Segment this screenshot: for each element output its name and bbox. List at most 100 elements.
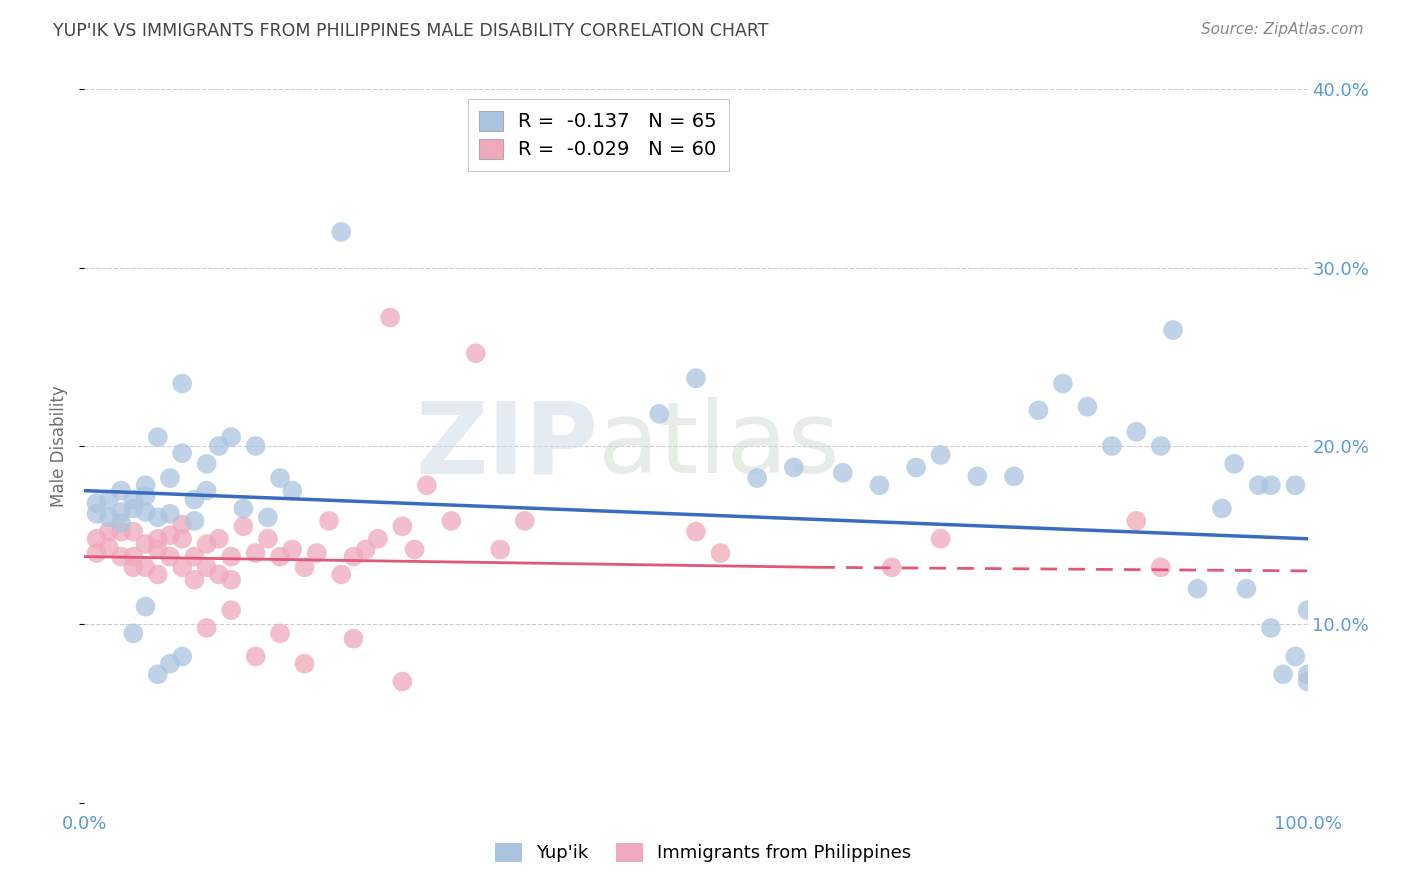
Point xyxy=(391,519,413,533)
Point xyxy=(1002,469,1025,483)
Point xyxy=(294,560,316,574)
Point xyxy=(281,483,304,498)
Point xyxy=(135,505,157,519)
Point xyxy=(880,560,903,574)
Point xyxy=(1296,667,1319,681)
Point xyxy=(159,507,181,521)
Point xyxy=(172,376,194,391)
Point xyxy=(122,560,145,574)
Point xyxy=(86,496,108,510)
Point xyxy=(146,430,169,444)
Point xyxy=(1211,501,1233,516)
Point xyxy=(219,430,242,444)
Point xyxy=(416,478,439,492)
Point xyxy=(1150,560,1173,574)
Text: atlas: atlas xyxy=(598,398,839,494)
Point xyxy=(709,546,731,560)
Point xyxy=(110,524,132,539)
Point xyxy=(122,501,145,516)
Point xyxy=(86,507,108,521)
Point xyxy=(1284,478,1306,492)
Point xyxy=(146,532,169,546)
Point xyxy=(135,478,157,492)
Point xyxy=(281,542,304,557)
Point xyxy=(122,549,145,564)
Point xyxy=(195,621,218,635)
Point xyxy=(135,537,157,551)
Point xyxy=(208,439,231,453)
Point xyxy=(172,446,194,460)
Point xyxy=(330,567,353,582)
Point xyxy=(257,532,280,546)
Point xyxy=(1247,478,1270,492)
Point xyxy=(354,542,377,557)
Point xyxy=(86,532,108,546)
Point xyxy=(391,674,413,689)
Point xyxy=(172,532,194,546)
Point xyxy=(342,549,364,564)
Point xyxy=(159,528,181,542)
Point xyxy=(122,492,145,507)
Point xyxy=(257,510,280,524)
Point xyxy=(195,560,218,574)
Point xyxy=(97,541,120,555)
Point xyxy=(648,407,671,421)
Point xyxy=(685,524,707,539)
Point xyxy=(245,439,267,453)
Point xyxy=(1296,674,1319,689)
Point xyxy=(380,310,402,325)
Point xyxy=(1187,582,1209,596)
Point xyxy=(146,567,169,582)
Point xyxy=(146,510,169,524)
Point xyxy=(146,542,169,557)
Point xyxy=(685,371,707,385)
Point xyxy=(1260,478,1282,492)
Point xyxy=(195,457,218,471)
Point xyxy=(367,532,389,546)
Point xyxy=(172,517,194,532)
Point xyxy=(208,567,231,582)
Point xyxy=(232,501,254,516)
Point xyxy=(110,483,132,498)
Point xyxy=(404,542,426,557)
Point xyxy=(183,549,205,564)
Point xyxy=(269,549,291,564)
Text: YUP'IK VS IMMIGRANTS FROM PHILIPPINES MALE DISABILITY CORRELATION CHART: YUP'IK VS IMMIGRANTS FROM PHILIPPINES MA… xyxy=(53,22,769,40)
Point xyxy=(489,542,512,557)
Point xyxy=(1125,425,1147,439)
Point xyxy=(183,514,205,528)
Point xyxy=(1260,621,1282,635)
Point xyxy=(122,524,145,539)
Point xyxy=(159,549,181,564)
Text: Source: ZipAtlas.com: Source: ZipAtlas.com xyxy=(1201,22,1364,37)
Point xyxy=(172,560,194,574)
Point xyxy=(97,492,120,507)
Point xyxy=(929,532,952,546)
Point xyxy=(1296,603,1319,617)
Point xyxy=(183,492,205,507)
Legend: R =  -0.137   N = 65, R =  -0.029   N = 60: R = -0.137 N = 65, R = -0.029 N = 60 xyxy=(468,99,728,171)
Point xyxy=(269,626,291,640)
Point xyxy=(513,514,536,528)
Point xyxy=(869,478,891,492)
Point xyxy=(1161,323,1184,337)
Point xyxy=(342,632,364,646)
Point xyxy=(1236,582,1258,596)
Point xyxy=(1284,649,1306,664)
Point xyxy=(1101,439,1123,453)
Point xyxy=(122,626,145,640)
Point xyxy=(318,514,340,528)
Point xyxy=(464,346,486,360)
Point xyxy=(966,469,988,483)
Point xyxy=(1150,439,1173,453)
Point xyxy=(195,483,218,498)
Point xyxy=(1272,667,1295,681)
Point xyxy=(245,649,267,664)
Point xyxy=(1125,514,1147,528)
Point xyxy=(440,514,463,528)
Point xyxy=(1223,457,1246,471)
Point xyxy=(1028,403,1050,417)
Point xyxy=(159,657,181,671)
Y-axis label: Male Disability: Male Disability xyxy=(51,385,69,507)
Point xyxy=(219,549,242,564)
